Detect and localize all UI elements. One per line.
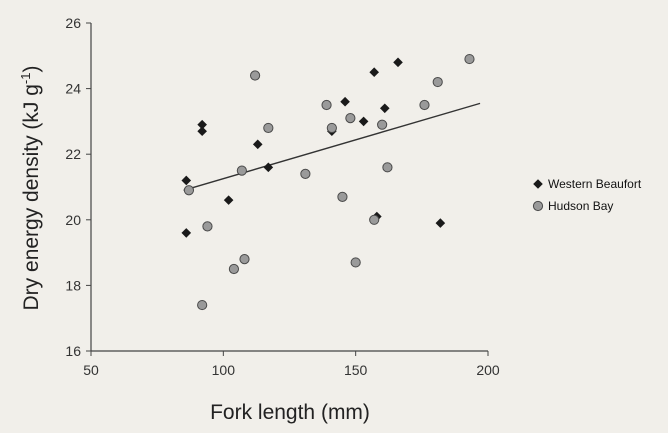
hudson-bay-point <box>326 122 337 134</box>
y-axis-ticks: 16 18 20 22 24 26 <box>65 15 91 359</box>
y-tick-label: 18 <box>65 277 81 293</box>
legend-label: Hudson Bay <box>548 199 613 213</box>
x-axis-ticks: 50 100 150 200 <box>83 351 500 378</box>
hudson-bay-point <box>228 263 240 275</box>
hudson-bay-point <box>350 257 361 268</box>
hudson-bay-point <box>202 221 213 232</box>
y-tick-label: 26 <box>65 15 81 31</box>
hudson-bay-point <box>382 162 393 173</box>
hudson-bay-point <box>321 99 332 111</box>
x-tick-label: 200 <box>476 362 500 378</box>
legend-label: Western Beaufort <box>548 177 642 191</box>
hudson-bay-point <box>369 214 380 225</box>
hudson-bay-point <box>337 191 348 202</box>
hudson-bay-point <box>236 165 247 176</box>
hudson-bay-point <box>239 254 250 265</box>
western-beaufort-point <box>340 96 350 107</box>
hudson-bay-point <box>345 113 356 124</box>
data-points <box>181 53 475 311</box>
trendline <box>183 102 481 191</box>
y-tick-label: 24 <box>65 81 81 97</box>
hudson-bay-point <box>377 119 388 130</box>
hudson-bay-point <box>263 122 274 134</box>
hudson-bay-point <box>419 99 430 111</box>
hudson-bay-point <box>249 70 261 81</box>
legend: Western Beaufort Hudson Bay <box>532 177 642 213</box>
legend-marker-hudson-bay <box>532 200 544 212</box>
hudson-bay-point <box>183 185 195 196</box>
western-beaufort-point <box>358 116 369 127</box>
western-beaufort-point <box>197 126 207 137</box>
y-axis-title-close: ) <box>20 66 43 73</box>
y-tick-label: 20 <box>65 212 81 228</box>
legend-marker-western-beaufort <box>533 179 543 189</box>
hudson-bay-point <box>432 76 443 88</box>
western-beaufort-point <box>181 228 192 238</box>
western-beaufort-point <box>197 119 207 130</box>
x-tick-label: 50 <box>83 362 99 378</box>
western-beaufort-point <box>181 175 192 186</box>
western-beaufort-point <box>263 162 274 173</box>
hudson-bay-point <box>300 168 311 179</box>
x-axis-title: Fork length (mm) <box>210 401 370 424</box>
y-axis-title-superscript: -1 <box>18 73 33 85</box>
western-beaufort-point <box>379 103 390 114</box>
y-axis-title-main: Dry energy density (kJ g <box>20 84 43 310</box>
western-beaufort-point <box>393 57 403 68</box>
y-axis-title: Dry energy density (kJ g-1) <box>18 66 43 311</box>
hudson-bay-point <box>464 53 475 65</box>
y-tick-label: 22 <box>65 146 81 162</box>
western-beaufort-point <box>369 67 379 77</box>
western-beaufort-point <box>223 195 234 205</box>
plot-area: 50 100 150 200 16 18 20 22 24 26 <box>65 15 499 378</box>
hudson-bay-point <box>197 299 208 311</box>
western-beaufort-point <box>252 139 263 150</box>
y-tick-label: 16 <box>65 343 81 359</box>
western-beaufort-point <box>435 218 446 228</box>
x-tick-label: 150 <box>344 362 368 378</box>
x-tick-label: 100 <box>212 362 236 378</box>
